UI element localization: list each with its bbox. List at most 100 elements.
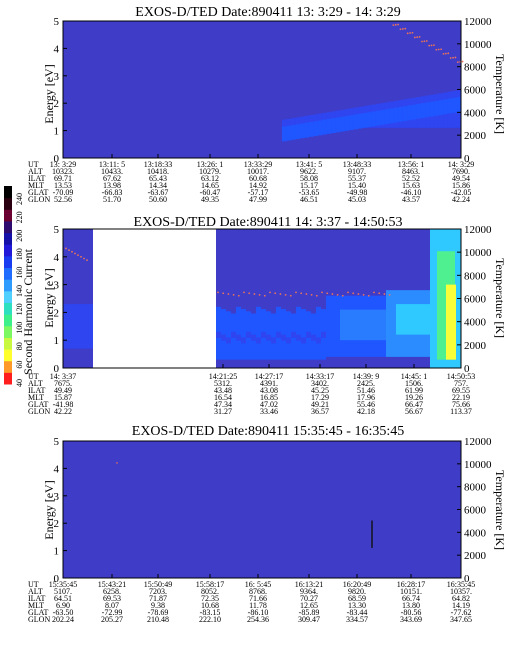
temperature-point <box>433 44 435 47</box>
ephemeris-value: 33.46 <box>260 407 278 416</box>
ephemeris-value: 15:35:45 <box>49 580 77 589</box>
ephemeris-value: 3402. <box>311 379 329 388</box>
ephemeris-value: 13:26: 1 <box>197 160 223 169</box>
spectrogram-cell <box>226 337 231 344</box>
y-tick-label: 5 <box>54 16 60 28</box>
panel-2-ylabel: Energy [eV] <box>42 268 56 327</box>
ephemeris-value: 15:58:17 <box>196 580 224 589</box>
colorbar-tick-label: 40 <box>15 379 24 387</box>
ephemeris-value: 60.68 <box>249 174 267 183</box>
spectrogram-cell <box>331 118 336 134</box>
ephemeris-value: 64.82 <box>452 594 470 603</box>
temperature-point <box>413 36 416 39</box>
spectrogram-cell <box>402 106 408 121</box>
y-tick-label: 3 <box>54 491 60 503</box>
spectrogram-cell <box>306 331 311 338</box>
temperature-point <box>331 293 334 295</box>
ephemeris-value: 10.68 <box>201 601 219 610</box>
ephemeris-value: 2425. <box>357 379 375 388</box>
spectrogram-cell <box>434 100 439 116</box>
panel-1-ylabel-right: Temperature [K] <box>493 54 505 134</box>
temperature-point <box>357 293 360 295</box>
ephemeris-value: 15:43:21 <box>98 580 126 589</box>
spectrogram-cell <box>375 110 381 126</box>
y-right-tick-label: 2000 <box>464 340 487 352</box>
ephemeris-value: 69.71 <box>54 174 72 183</box>
temperature-point <box>341 294 344 297</box>
spectrogram-cell <box>452 97 457 113</box>
spectrogram-cell <box>349 115 354 131</box>
ephemeris-row-label: ALT <box>28 587 43 596</box>
ephemeris-value: 13: 3:29 <box>50 160 76 169</box>
temperature-point <box>258 293 261 296</box>
spectrogram-cell <box>286 125 292 141</box>
ephemeris-row-label: UT <box>28 372 39 381</box>
ephemeris-value: 31.27 <box>214 407 232 416</box>
temperature-point <box>336 293 339 296</box>
temperature-point <box>279 293 282 295</box>
ephemeris-value: -63.67 <box>148 188 169 197</box>
y-tick-label: 1 <box>54 126 60 138</box>
ephemeris-value: 8052. <box>201 587 219 596</box>
ephemeris-value: 45.03 <box>348 195 366 204</box>
spectrogram-cell <box>326 118 332 134</box>
temperature-point <box>68 249 70 252</box>
ephemeris-value: 55.37 <box>348 174 366 183</box>
spectrogram-cell <box>366 112 372 128</box>
ephemeris-value: 347.65 <box>450 615 472 624</box>
ephemeris-row-label: ILAT <box>28 174 45 183</box>
spectrogram-cell <box>340 309 390 341</box>
spectrogram-cell <box>362 112 368 128</box>
temperature-point <box>274 292 277 295</box>
ephemeris-value: 334.57 <box>346 615 368 624</box>
spectrogram-cell <box>226 311 231 360</box>
colorbar-tick-label: 240 <box>15 193 24 205</box>
temperature-point <box>315 294 318 297</box>
ephemeris-value: 10323. <box>52 167 74 176</box>
ephemeris-value: -57.17 <box>248 188 269 197</box>
ephemeris-value: 1506. <box>405 379 423 388</box>
temperature-point <box>367 294 370 297</box>
ephemeris-value: -72.99 <box>102 608 123 617</box>
temperature-point <box>295 291 297 294</box>
spectrogram-cell <box>236 306 241 360</box>
ephemeris-value: 43.48 <box>214 386 232 395</box>
ephemeris-value: 71.87 <box>149 594 167 603</box>
ephemeris-row-label: MLT <box>28 393 44 402</box>
ephemeris-value: 9.38 <box>151 601 165 610</box>
temperature-point <box>263 294 266 297</box>
panel-3-ylabel-right: Temperature [K] <box>493 470 505 550</box>
ephemeris-value: 49.49 <box>54 386 72 395</box>
ephemeris-value: 58.08 <box>300 174 318 183</box>
spectrogram-cell <box>311 334 316 341</box>
temperature-point <box>227 293 230 295</box>
spectrogram-cell <box>344 115 350 131</box>
y-tick-label: 0 <box>54 363 60 375</box>
ephemeris-value: 50.60 <box>149 195 167 204</box>
ephemeris-value: -80.56 <box>401 608 422 617</box>
ephemeris-value: 43.57 <box>402 195 420 204</box>
panel-2: EXOS-D/TED Date:890411 14: 3:37 - 14:50:… <box>28 215 505 416</box>
ephemeris-value: 14.34 <box>149 181 167 190</box>
ephemeris-value: 14.19 <box>452 601 470 610</box>
y-tick-label: 0 <box>54 573 60 585</box>
colorbar-segment <box>4 349 12 362</box>
ephemeris-value: 205.27 <box>101 615 123 624</box>
colorbar-tick-label: 140 <box>15 285 24 297</box>
spectrogram-cell <box>276 331 281 338</box>
spectrogram-cell <box>308 115 314 128</box>
temperature-point <box>232 293 235 296</box>
ephemeris-row-label: GLON <box>28 195 50 204</box>
ephemeris-value: 202.24 <box>52 615 74 624</box>
y-right-tick-label: 12000 <box>464 16 492 28</box>
temperature-point <box>421 40 423 43</box>
ephemeris-row-label: ALT <box>28 167 43 176</box>
y-tick-label: 1 <box>54 335 60 347</box>
y-right-tick-label: 6000 <box>464 505 487 517</box>
ephemeris-value: 15.87 <box>54 393 72 402</box>
y-tick-label: 4 <box>54 252 60 264</box>
ephemeris-value: 13:41: 5 <box>296 160 322 169</box>
spectrogram-cell <box>411 104 417 120</box>
temperature-point <box>217 291 219 294</box>
colorbar-tick-label: 100 <box>15 322 24 334</box>
